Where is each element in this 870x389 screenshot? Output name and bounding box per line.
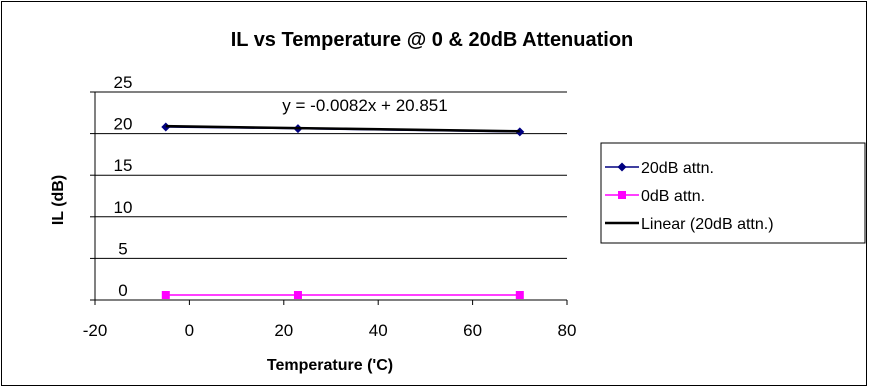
trendline xyxy=(165,124,520,133)
y-tick-label: 20 xyxy=(114,115,133,134)
legend-marker-square xyxy=(618,191,626,199)
data-point-diamond xyxy=(515,127,525,137)
y-axis-title: IL (dB) xyxy=(50,175,67,225)
y-tick-label: 10 xyxy=(114,198,133,217)
x-tick-label: -20 xyxy=(83,321,108,340)
x-tick-label: 80 xyxy=(558,321,577,340)
legend-label: Linear (20dB attn.) xyxy=(641,216,774,233)
y-tick-label: 5 xyxy=(118,239,127,258)
y-tick-label: 25 xyxy=(114,73,133,92)
x-tick-label: 20 xyxy=(274,321,293,340)
data-point-square xyxy=(293,291,302,300)
legend-label: 20dB attn. xyxy=(641,160,714,177)
x-tick-label: 40 xyxy=(369,321,388,340)
x-tick-label: 0 xyxy=(185,321,194,340)
x-tick-label: 60 xyxy=(463,321,482,340)
legend-marker-diamond xyxy=(617,162,627,172)
legend-label: 0dB attn. xyxy=(641,188,705,205)
legend-box xyxy=(600,142,866,244)
y-tick-label: 0 xyxy=(118,281,127,300)
legend: 20dB attn. 0dB attn. Linear (20dB attn.) xyxy=(600,142,866,244)
data-point-square xyxy=(161,291,170,300)
trendline-equation: y = -0.0082x + 20.851 xyxy=(282,96,447,115)
chart-title: IL vs Temperature @ 0 & 20dB Attenuation xyxy=(231,29,634,51)
y-tick-label: 15 xyxy=(114,156,133,175)
data-point-square xyxy=(515,291,524,300)
x-axis-title: Temperature ('C) xyxy=(267,357,393,374)
